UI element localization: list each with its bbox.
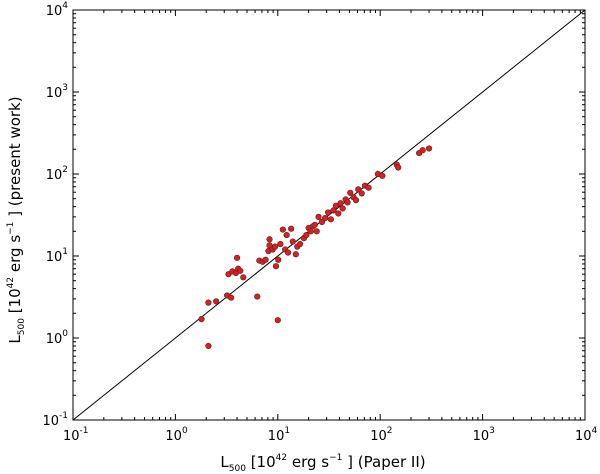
data-point [379, 172, 386, 179]
y-axis-title-unit-start: [10 [6, 288, 24, 318]
plot-area-frame [72, 9, 586, 421]
y-axis-title-unit-middle: erg s [6, 235, 24, 277]
y-tick-label: 101 [46, 247, 68, 265]
data-point [313, 228, 320, 235]
x-tick-label: 101 [268, 426, 290, 444]
data-point [262, 256, 269, 263]
x-axis-title-unit-start: [10 [246, 453, 276, 471]
data-point [344, 199, 351, 206]
data-point [289, 238, 296, 245]
data-point [325, 209, 332, 216]
data-point [274, 317, 281, 324]
y-axis-title: L500 [1042 erg s−1 ] (present work) [6, 96, 27, 343]
data-point [335, 210, 342, 217]
x-axis-title-symbol: L [220, 453, 229, 471]
data-point [205, 342, 212, 350]
data-point [288, 225, 295, 232]
data-point [352, 197, 360, 204]
x-tick-label: 104 [575, 426, 598, 444]
data-point [205, 299, 212, 306]
data-point [292, 251, 299, 258]
data-point [425, 145, 433, 152]
y-tick-label: 10-1 [42, 411, 68, 429]
x-tick-label: 100 [165, 426, 188, 444]
y-tick-label: 104 [46, 1, 69, 19]
y-axis-title-symbol: L [6, 335, 24, 344]
data-point [279, 226, 286, 233]
data-point [271, 243, 279, 250]
data-point [228, 294, 235, 301]
data-point [315, 213, 322, 220]
data-point [198, 316, 205, 323]
data-point [233, 254, 241, 261]
data-point [339, 205, 346, 212]
data-point [283, 231, 290, 239]
x-axis-title-subscript: 500 [229, 464, 246, 474]
data-point [355, 186, 362, 193]
data-point [327, 216, 334, 223]
data-point [303, 231, 310, 239]
x-axis-title: L500 [1042 erg s−1 ] (Paper II) [220, 453, 425, 474]
data-point [284, 249, 292, 256]
x-tick-label: 102 [370, 426, 392, 444]
x-axis-title-unit-end: ] (Paper II) [342, 453, 425, 471]
data-point [275, 256, 282, 263]
data-point [266, 236, 273, 243]
data-point [337, 200, 344, 207]
data-point [365, 184, 372, 191]
y-axis-title-subscript: 500 [17, 318, 27, 335]
data-point [395, 164, 402, 171]
x-axis-title-unit-middle: erg s [287, 453, 329, 471]
data-points-layer [198, 145, 433, 350]
x-tick-labels: 10-1 100 101 102 103 104 [63, 426, 598, 444]
data-point [296, 240, 304, 248]
y-tick-label: 103 [46, 83, 68, 101]
y-axis-title-unit-exponent-2: −1 [6, 222, 16, 235]
data-point [237, 267, 244, 274]
y-axis-title-unit-exponent: 42 [6, 277, 16, 288]
data-point [240, 274, 247, 281]
data-point [213, 298, 220, 305]
y-tick-labels: 10-1 100 101 102 103 104 [42, 1, 68, 429]
data-point [272, 263, 280, 270]
data-point [322, 214, 329, 222]
y-tick-label: 102 [46, 165, 68, 183]
data-point [358, 190, 365, 197]
x-axis-title-unit-exponent-2: −1 [329, 453, 342, 463]
x-axis-title-unit-exponent: 42 [276, 453, 287, 463]
data-point [419, 147, 426, 154]
x-tick-label: 10-1 [63, 426, 89, 444]
y-axis-title-unit-end: ] (present work) [6, 96, 24, 221]
data-point [277, 240, 284, 248]
data-point [311, 221, 318, 228]
y-tick-label: 100 [46, 329, 69, 347]
data-point [254, 293, 261, 300]
data-point [347, 189, 354, 196]
x-tick-label: 103 [473, 426, 495, 444]
